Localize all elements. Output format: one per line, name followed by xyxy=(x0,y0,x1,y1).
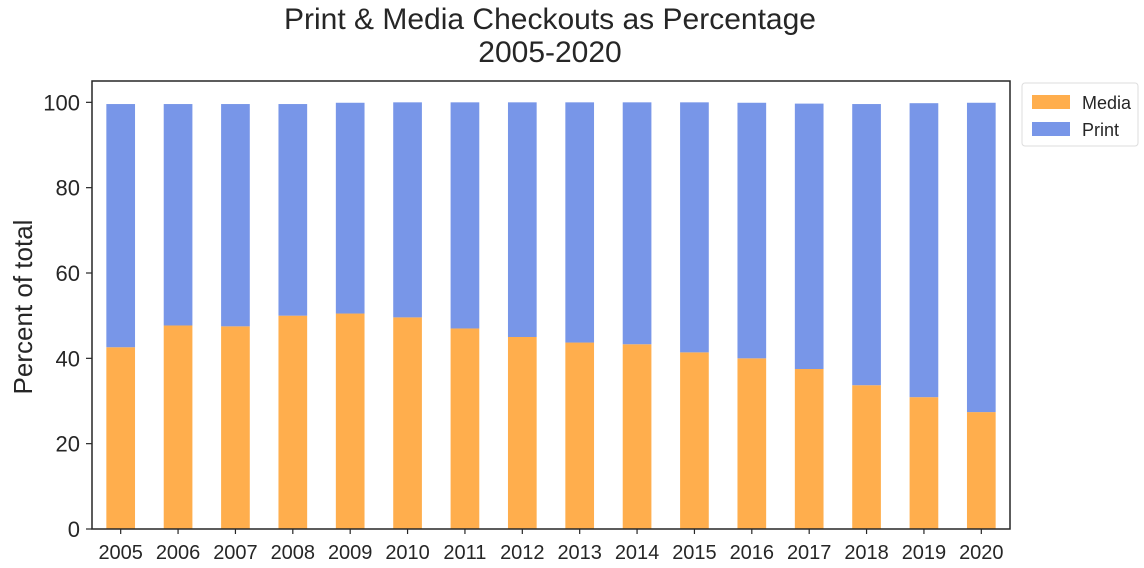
bars-group xyxy=(106,102,996,529)
x-tick-label-2012: 2012 xyxy=(500,542,545,564)
x-tick-label-2007: 2007 xyxy=(213,542,258,564)
x-tick-label-2013: 2013 xyxy=(557,542,602,564)
x-tick-label-2019: 2019 xyxy=(902,542,947,564)
bar-media-2012 xyxy=(507,337,537,529)
x-tick-label-2020: 2020 xyxy=(959,542,1004,564)
x-tick-label-2005: 2005 xyxy=(98,542,143,564)
bar-media-2011 xyxy=(450,328,480,529)
legend-swatch-print xyxy=(1032,122,1070,136)
bar-media-2016 xyxy=(737,358,767,529)
bar-print-2010 xyxy=(393,102,422,318)
y-tick-label: 80 xyxy=(56,176,80,201)
bar-media-2015 xyxy=(680,352,709,529)
bar-print-2005 xyxy=(106,104,136,348)
bar-media-2018 xyxy=(852,385,881,529)
bar-media-2008 xyxy=(278,315,308,529)
bar-print-2011 xyxy=(450,102,480,329)
bar-media-2006 xyxy=(163,325,193,529)
y-axis-label: Percent of total xyxy=(8,220,38,395)
bar-print-2009 xyxy=(335,102,365,314)
bar-print-2007 xyxy=(221,104,250,327)
bar-media-2010 xyxy=(393,317,422,529)
legend-label-print: Print xyxy=(1082,120,1119,140)
x-tick-label-2009: 2009 xyxy=(328,542,373,564)
y-ticks-group: 0 20 40 60 80 100 xyxy=(43,90,92,542)
x-tick-label-2008: 2008 xyxy=(271,542,316,564)
x-tick-label-2010: 2010 xyxy=(385,542,430,564)
bar-print-2012 xyxy=(507,102,537,337)
x-tick-label-2016: 2016 xyxy=(730,542,775,564)
legend-swatch-media xyxy=(1032,95,1070,109)
y-tick-label: 60 xyxy=(56,261,80,286)
bar-print-2008 xyxy=(278,104,308,316)
y-tick-label: 20 xyxy=(56,432,80,457)
bar-media-2014 xyxy=(622,344,652,529)
y-tick-label: 0 xyxy=(68,517,80,542)
bar-media-2013 xyxy=(565,342,595,529)
legend: Media Print xyxy=(1021,82,1139,147)
bar-print-2013 xyxy=(565,102,595,343)
bar-media-2019 xyxy=(909,397,939,529)
x-tick-label-2014: 2014 xyxy=(615,542,660,564)
y-tick-label: 40 xyxy=(56,346,80,371)
chart-subtitle: 2005-2020 xyxy=(478,36,621,69)
x-tick-label-2011: 2011 xyxy=(443,542,486,564)
bar-media-2009 xyxy=(335,313,365,529)
y-tick-label: 100 xyxy=(43,90,80,115)
x-tick-label-2018: 2018 xyxy=(844,542,889,564)
x-ticks-group: 2005 2006 2007 2008 2009 2010 2011 2012 2013 2014… xyxy=(98,529,1004,564)
x-tick-label-2006: 2006 xyxy=(156,542,201,564)
legend-label-media: Media xyxy=(1082,93,1132,113)
x-tick-label-2017: 2017 xyxy=(787,542,832,564)
chart-title: Print & Media Checkouts as Percentage xyxy=(284,3,816,36)
plot-frame xyxy=(91,80,1011,530)
bar-print-2018 xyxy=(852,104,881,386)
bar-print-2006 xyxy=(163,104,193,326)
bar-print-2014 xyxy=(622,102,652,345)
bar-print-2017 xyxy=(794,103,824,369)
bar-media-2005 xyxy=(106,347,136,529)
bar-print-2020 xyxy=(966,102,996,413)
bar-media-2007 xyxy=(221,326,250,529)
bar-media-2020 xyxy=(966,412,996,529)
x-tick-label-2015: 2015 xyxy=(672,542,717,564)
bar-print-2016 xyxy=(737,102,767,359)
bar-media-2017 xyxy=(794,369,824,529)
bar-print-2015 xyxy=(680,102,709,353)
bar-print-2019 xyxy=(909,103,939,398)
